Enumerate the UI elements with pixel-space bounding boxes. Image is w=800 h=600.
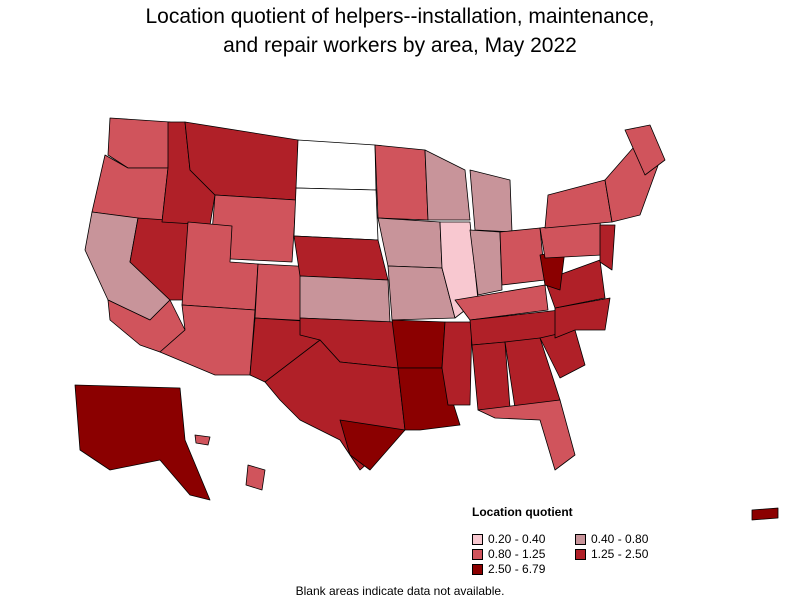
region-texas-gulf <box>339 419 406 471</box>
legend-item-0: 0.20 - 0.40 <box>472 532 545 546</box>
region-minnesota <box>374 144 429 221</box>
region-arkansas <box>391 319 446 369</box>
legend-label-2: 0.80 - 1.25 <box>488 547 546 561</box>
title-line-1: Location quotient of helpers--installati… <box>145 5 655 28</box>
region-ohio <box>499 227 546 286</box>
region-puerto-rico <box>751 507 779 521</box>
region-north-carolina <box>554 297 611 339</box>
title-line-2: and repair workers by area, May 2022 <box>223 34 577 57</box>
region-nebraska <box>293 235 389 281</box>
region-alabama <box>471 341 511 411</box>
legend-label-0: 0.20 - 0.40 <box>488 532 546 546</box>
legend-swatch-4 <box>472 563 483 575</box>
legend-item-1: 0.40 - 0.80 <box>575 532 648 546</box>
region-arizona <box>159 304 256 376</box>
region-new-york <box>544 179 613 229</box>
region-kansas <box>299 275 391 323</box>
region-indiana <box>469 229 503 296</box>
region-maine <box>624 124 666 176</box>
region-virginia <box>544 259 606 309</box>
legend-swatch-3 <box>575 548 586 560</box>
map-title: Location quotient of helpers--installati… <box>0 2 800 60</box>
legend-label-3: 1.25 - 2.50 <box>591 547 649 561</box>
legend-item-3: 1.25 - 2.50 <box>575 547 648 561</box>
region-florida <box>477 399 576 471</box>
legend-label-4: 2.50 - 6.79 <box>488 562 546 576</box>
region-alaska <box>74 384 211 501</box>
region-hawaii-big <box>245 464 266 491</box>
legend-swatch-0 <box>472 533 483 545</box>
region-south-dakota <box>293 187 379 241</box>
region-washington <box>107 117 171 169</box>
region-mississippi <box>441 321 473 406</box>
legend-item-2: 0.80 - 1.25 <box>472 547 545 561</box>
region-kentucky <box>454 284 549 321</box>
legend-swatch-2 <box>472 548 483 560</box>
legend-label-1: 0.40 - 0.80 <box>591 532 649 546</box>
region-michigan <box>469 169 513 233</box>
legend-title: Location quotient <box>472 505 573 519</box>
footnote: Blank areas indicate data not available. <box>295 584 505 598</box>
region-north-dakota <box>295 139 377 191</box>
region-mid-atlantic <box>599 224 616 271</box>
region-wisconsin <box>424 149 471 221</box>
legend-item-4: 2.50 - 6.79 <box>472 562 545 576</box>
legend-swatch-1 <box>575 533 586 545</box>
region-hawaii-islands <box>194 434 211 446</box>
region-iowa <box>377 217 443 269</box>
